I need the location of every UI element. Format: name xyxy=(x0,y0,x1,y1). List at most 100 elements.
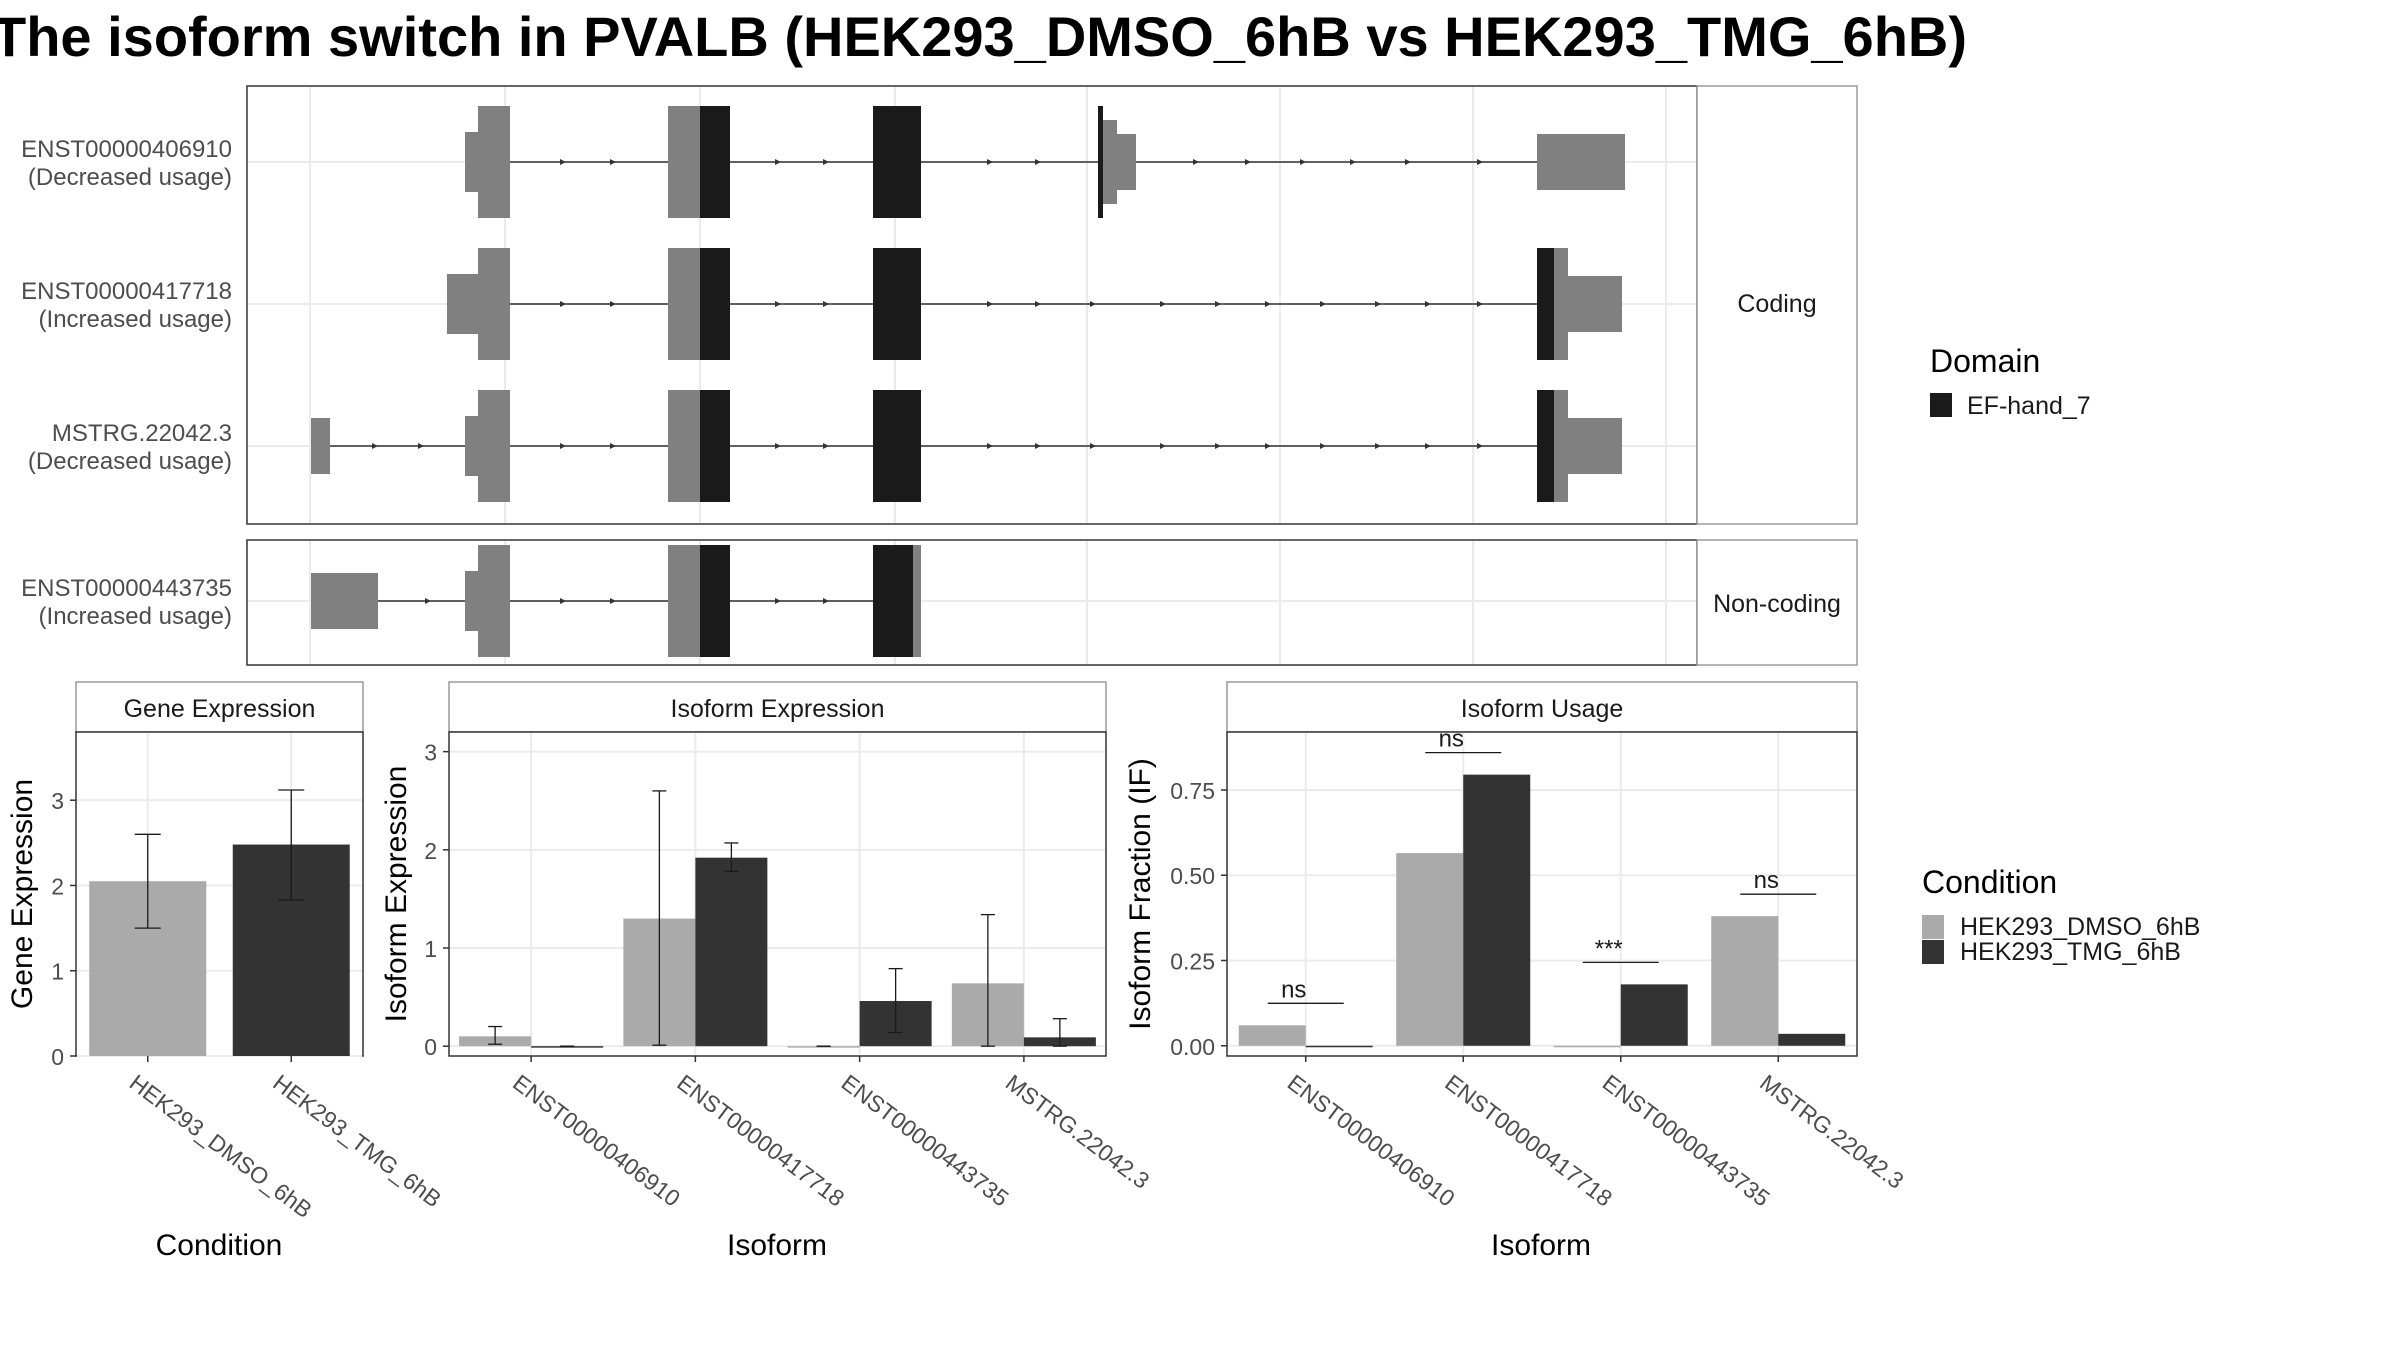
x-tick-label: ENST00000443735 xyxy=(837,1069,1014,1211)
intron-arrow xyxy=(1035,443,1041,449)
y-tick-label: 0.50 xyxy=(1170,863,1215,889)
exon xyxy=(465,545,510,657)
intron-arrow xyxy=(987,301,993,307)
intron-arrow xyxy=(372,443,378,449)
bar xyxy=(1778,1033,1846,1046)
intron-arrow xyxy=(823,301,829,307)
exon xyxy=(668,390,700,502)
intron-arrow xyxy=(987,159,993,165)
condition-legend: Condition HEK293_DMSO_6hB HEK293_TMG_6hB xyxy=(1922,864,2200,966)
intron-arrow xyxy=(823,159,829,165)
significance-label: ns xyxy=(1754,867,1779,894)
transcript-note: (Increased usage) xyxy=(39,306,232,333)
intron-arrow xyxy=(1035,159,1041,165)
bar xyxy=(1620,984,1688,1046)
intron-arrow xyxy=(1090,301,1096,307)
intron-arrow xyxy=(560,443,566,449)
domain-block xyxy=(1098,106,1103,218)
y-tick-label: 2 xyxy=(51,873,64,899)
intron-arrow xyxy=(1425,443,1431,449)
intron-arrow xyxy=(1320,443,1326,449)
domain-legend-title: Domain xyxy=(1930,343,2040,379)
intron-arrow xyxy=(610,301,616,307)
domain-block xyxy=(700,106,730,218)
intron-arrow xyxy=(1350,159,1356,165)
exon xyxy=(311,573,378,629)
figure-title: The isoform switch in PVALB (HEK293_DMSO… xyxy=(0,5,1967,68)
intron-arrow xyxy=(1160,301,1166,307)
bar xyxy=(531,1046,604,1048)
exon xyxy=(1103,134,1136,190)
intron-arrow xyxy=(775,301,781,307)
intron-arrow xyxy=(560,301,566,307)
domain-legend: Domain EF-hand_7 xyxy=(1930,343,2091,420)
utr-block xyxy=(465,571,478,631)
intron-arrow xyxy=(425,598,431,604)
condition-legend-swatch-dmso xyxy=(1922,915,1944,939)
condition-legend-swatch-tmg xyxy=(1922,940,1944,964)
intron-arrow xyxy=(823,598,829,604)
transcript-note: (Decreased usage) xyxy=(28,164,232,191)
intron-arrow xyxy=(1090,443,1096,449)
intron-arrow xyxy=(775,443,781,449)
intron-arrow xyxy=(610,598,616,604)
domain-block xyxy=(1537,248,1554,360)
facet-strip-noncoding: Non-coding xyxy=(1696,539,1858,666)
exon xyxy=(913,545,921,657)
cds-block xyxy=(478,545,510,657)
x-tick-label: MSTRG.22042.3 xyxy=(1001,1069,1154,1194)
domain-legend-swatch xyxy=(1930,393,1952,417)
bar xyxy=(1711,916,1779,1046)
transcript-note: (Decreased usage) xyxy=(28,448,232,475)
intron-arrow xyxy=(1375,301,1381,307)
x-tick-label: ENST00000417718 xyxy=(672,1069,849,1211)
exon xyxy=(1537,134,1625,190)
intron-arrow xyxy=(1477,443,1483,449)
transcript-id: MSTRG.22042.3 xyxy=(52,420,232,447)
intron-arrow xyxy=(1193,159,1199,165)
intron-arrow xyxy=(1425,301,1431,307)
domain-block xyxy=(873,390,921,502)
domain-block xyxy=(873,248,921,360)
y-tick-label: 2 xyxy=(424,838,437,864)
intron-arrow xyxy=(560,159,566,165)
exon xyxy=(1568,276,1622,332)
transcript-id: ENST00000406910 xyxy=(21,136,232,163)
transcript-id: ENST00000443735 xyxy=(21,575,232,602)
panel-title: Isoform Expression xyxy=(671,695,885,723)
x-tick-label: ENST00000417718 xyxy=(1440,1069,1617,1211)
domain-block xyxy=(1537,390,1554,502)
transcript-structure-panel xyxy=(246,85,1698,666)
y-axis-label: Isoform Fraction (IF) xyxy=(1124,758,1157,1030)
panel-title: Gene Expression xyxy=(124,695,316,723)
condition-legend-label-dmso: HEK293_DMSO_6hB xyxy=(1960,913,2200,941)
y-tick-label: 3 xyxy=(424,740,437,766)
x-axis-label: Condition xyxy=(156,1229,283,1262)
domain-block xyxy=(700,248,730,360)
domain-block xyxy=(873,106,921,218)
intron-arrow xyxy=(823,443,829,449)
y-tick-label: 0.00 xyxy=(1170,1034,1215,1060)
transcript-labels: ENST00000406910 (Decreased usage) ENST00… xyxy=(21,136,232,630)
y-axis-label: Gene Expression xyxy=(6,779,39,1009)
intron-arrow xyxy=(1477,159,1483,165)
intron-arrow xyxy=(1375,443,1381,449)
cds-block xyxy=(478,106,510,218)
bar-panel-1: Isoform Expression0123ENST00000406910ENS… xyxy=(380,681,1154,1262)
domain-legend-label: EF-hand_7 xyxy=(1967,392,2091,420)
intron-arrow xyxy=(1300,159,1306,165)
intron-arrow xyxy=(1405,159,1411,165)
x-tick-label: ENST00000406910 xyxy=(1283,1069,1460,1211)
y-tick-label: 1 xyxy=(424,936,437,962)
exon xyxy=(1554,390,1568,502)
y-tick-label: 3 xyxy=(51,788,64,814)
intron-arrow xyxy=(775,598,781,604)
exon xyxy=(668,545,700,657)
intron-arrow xyxy=(775,159,781,165)
transcript-note: (Increased usage) xyxy=(39,603,232,630)
domain-block xyxy=(700,545,730,657)
bar xyxy=(1305,1045,1373,1048)
domain-block xyxy=(873,545,913,657)
significance-label: ns xyxy=(1281,976,1306,1003)
